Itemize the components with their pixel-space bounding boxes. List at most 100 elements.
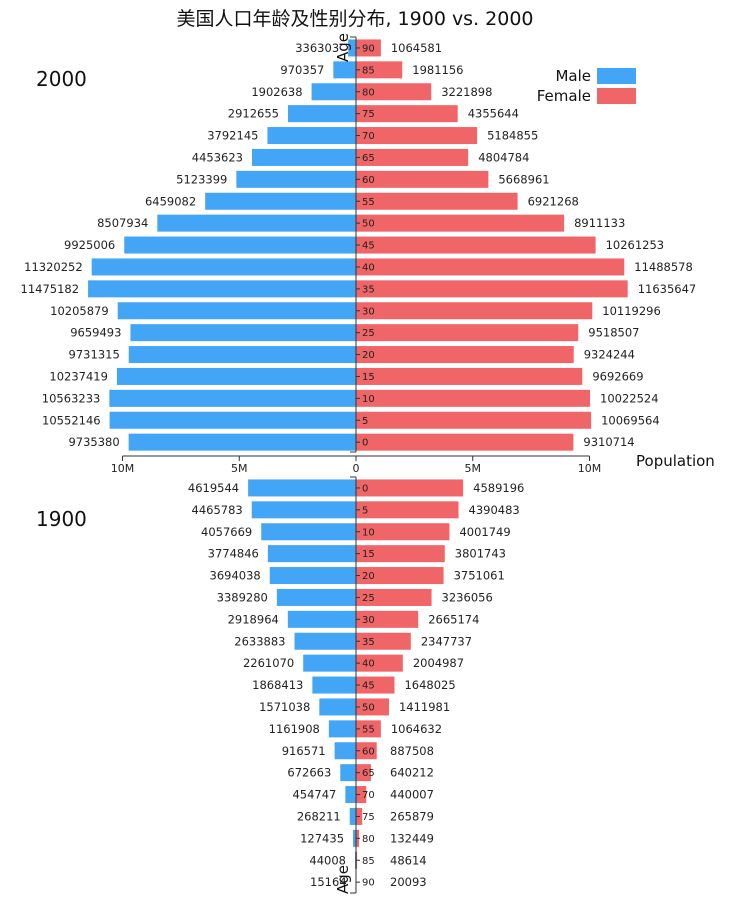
x-tick-label-0: 10M xyxy=(111,462,135,475)
label-female-2000-age-15: 9692669 xyxy=(592,369,643,383)
label-female-2000-age-35: 11635647 xyxy=(638,282,697,296)
age-label-1900-age-20: 20 xyxy=(362,571,375,582)
label-female-1900-age-60: 887508 xyxy=(390,744,434,758)
label-female-2000-age-40: 11488578 xyxy=(634,260,693,274)
age-label-1900-age-65: 65 xyxy=(362,768,375,779)
age-label-2000-age-15: 15 xyxy=(362,372,375,383)
bar-female-2000-age-65 xyxy=(356,148,469,166)
age-label-2000-age-85: 85 xyxy=(362,65,375,76)
label-male-1900-age-20: 3694038 xyxy=(210,569,261,583)
age-label-2000-age-60: 60 xyxy=(362,175,375,186)
age-label-1900-age-30: 30 xyxy=(362,615,375,626)
label-female-1900-age-50: 1411981 xyxy=(399,700,450,714)
label-female-1900-age-65: 640212 xyxy=(390,766,434,780)
age-label-2000-age-55: 55 xyxy=(362,197,375,208)
bar-female-1900-age-50 xyxy=(356,698,389,716)
age-label-1900-age-15: 15 xyxy=(362,549,375,560)
bar-male-2000-age-55 xyxy=(205,192,356,210)
bar-male-2000-age-10 xyxy=(109,389,356,407)
legend-label-male: Male xyxy=(555,67,591,85)
label-male-1900-age-25: 3389280 xyxy=(217,590,268,604)
bar-male-1900-age-45 xyxy=(312,676,356,694)
age-label-1900-age-35: 35 xyxy=(362,637,375,648)
label-female-2000-age-60: 5668961 xyxy=(498,172,549,186)
label-male-2000-age-5: 10552146 xyxy=(42,413,101,427)
bar-female-2000-age-75 xyxy=(356,105,458,123)
label-male-1900-age-15: 3774846 xyxy=(208,547,259,561)
label-male-2000-age-40: 11320252 xyxy=(24,260,83,274)
bar-female-2000-age-0 xyxy=(356,433,574,451)
bar-female-1900-age-65 xyxy=(356,764,371,782)
age-label-2000-age-35: 35 xyxy=(362,284,375,295)
age-label-1900-age-0: 0 xyxy=(362,483,368,494)
age-label-2000-age-0: 0 xyxy=(362,438,368,449)
label-male-2000-age-45: 9925006 xyxy=(64,238,115,252)
bar-female-2000-age-80 xyxy=(356,83,432,101)
bar-female-2000-age-70 xyxy=(356,127,478,145)
bar-male-2000-age-45 xyxy=(124,236,357,254)
label-male-1900-age-80: 127435 xyxy=(300,831,344,845)
y-axis-title-top: Age xyxy=(334,33,352,62)
label-male-2000-age-70: 3792145 xyxy=(207,129,258,143)
label-male-2000-age-30: 10205879 xyxy=(50,304,109,318)
bar-male-2000-age-30 xyxy=(117,302,357,320)
bar-female-2000-age-20 xyxy=(356,346,574,364)
bar-female-2000-age-15 xyxy=(356,367,583,385)
label-female-1900-age-85: 48614 xyxy=(390,853,427,867)
bar-female-2000-age-90 xyxy=(356,39,381,57)
bar-male-2000-age-40 xyxy=(91,258,356,276)
label-male-1900-age-10: 4057669 xyxy=(201,525,252,539)
label-male-1900-age-70: 454747 xyxy=(292,788,336,802)
bar-male-1900-age-55 xyxy=(328,720,356,738)
label-female-1900-age-0: 4589196 xyxy=(473,481,524,495)
bar-male-1900-age-25 xyxy=(276,588,356,606)
x-tick-label-1: 5M xyxy=(231,462,248,475)
label-male-2000-age-35: 11475182 xyxy=(21,282,80,296)
label-male-2000-age-90: 336303 xyxy=(295,41,339,55)
label-male-2000-age-65: 4453623 xyxy=(192,150,243,164)
label-male-2000-age-10: 10563233 xyxy=(42,391,101,405)
label-male-1900-age-0: 4619544 xyxy=(188,481,239,495)
label-female-1900-age-20: 3751061 xyxy=(454,569,505,583)
x-tick-label-3: 5M xyxy=(465,462,482,475)
label-male-2000-age-75: 2912655 xyxy=(228,107,279,121)
age-label-2000-age-20: 20 xyxy=(362,350,375,361)
age-label-1900-age-80: 80 xyxy=(362,834,375,845)
bar-female-2000-age-10 xyxy=(356,389,591,407)
label-male-1900-age-35: 2633883 xyxy=(234,634,285,648)
bar-female-2000-age-45 xyxy=(356,236,596,254)
bar-male-1900-age-60 xyxy=(334,742,356,760)
bar-male-1900-age-15 xyxy=(267,545,356,563)
label-male-2000-age-55: 6459082 xyxy=(145,194,196,208)
age-label-2000-age-50: 50 xyxy=(362,219,375,230)
label-male-2000-age-25: 9659493 xyxy=(70,326,121,340)
bar-male-2000-age-60 xyxy=(236,170,356,188)
label-female-2000-age-0: 9310714 xyxy=(583,435,634,449)
age-label-1900-age-75: 75 xyxy=(362,812,375,823)
legend-swatch-female xyxy=(597,88,636,104)
label-male-1900-age-55: 1161908 xyxy=(269,722,320,736)
age-label-2000-age-25: 25 xyxy=(362,328,375,339)
bar-female-1900-age-60 xyxy=(356,742,377,760)
age-label-1900-age-60: 60 xyxy=(362,746,375,757)
bar-male-2000-age-5 xyxy=(109,411,356,429)
label-male-2000-age-50: 8507934 xyxy=(97,216,148,230)
bar-male-1900-age-50 xyxy=(319,698,356,716)
label-female-2000-age-10: 10022524 xyxy=(600,391,659,405)
label-female-1900-age-70: 440007 xyxy=(390,788,434,802)
x-tick-label-2: 0 xyxy=(353,462,360,475)
age-label-1900-age-45: 45 xyxy=(362,681,375,692)
year-label-1900: 1900 xyxy=(36,507,87,531)
bar-female-1900-age-10 xyxy=(356,523,450,541)
age-label-1900-age-10: 10 xyxy=(362,527,375,538)
bar-female-2000-age-5 xyxy=(356,411,592,429)
bar-male-2000-age-70 xyxy=(267,127,356,145)
label-female-2000-age-80: 3221898 xyxy=(441,85,492,99)
age-label-1900-age-90: 90 xyxy=(362,878,375,889)
label-male-2000-age-15: 10237419 xyxy=(49,369,108,383)
label-female-1900-age-55: 1064632 xyxy=(391,722,442,736)
age-label-2000-age-65: 65 xyxy=(362,153,375,164)
bar-male-1900-age-5 xyxy=(251,501,356,519)
age-label-2000-age-70: 70 xyxy=(362,131,375,142)
bar-male-1900-age-20 xyxy=(269,567,356,585)
